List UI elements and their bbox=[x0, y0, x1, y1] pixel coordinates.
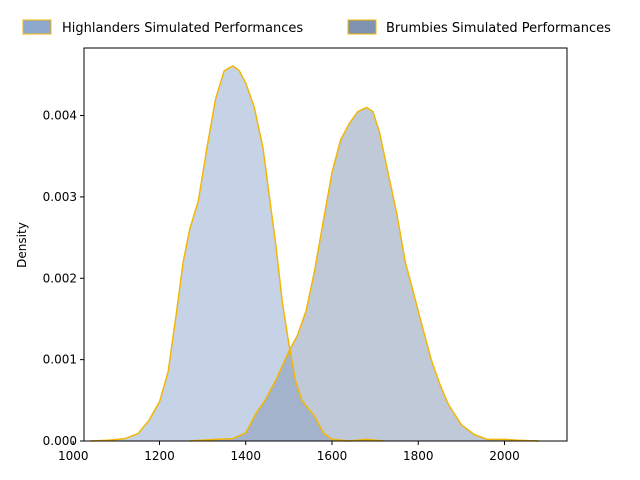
x-tick-label: 2000 bbox=[489, 449, 520, 463]
y-axis: 0.000 0.001 0.002 0.003 0.004 bbox=[43, 109, 84, 448]
y-tick-label: 0.002 bbox=[43, 271, 77, 285]
y-tick-label: 0.001 bbox=[43, 353, 77, 367]
x-axis: 1000 1200 1400 1600 1800 2000 bbox=[58, 441, 520, 463]
axes-frame bbox=[83, 47, 568, 442]
x-tick-label: 1000 bbox=[58, 449, 89, 463]
y-axis-label: Density bbox=[15, 222, 29, 268]
legend-label-highlanders: Highlanders Simulated Performances bbox=[62, 21, 303, 36]
density-curve-0 bbox=[90, 65, 384, 442]
y-tick-label: 0.000 bbox=[43, 434, 77, 448]
legend-label-brumbies: Brumbies Simulated Performances bbox=[386, 21, 611, 36]
density-area-1 bbox=[189, 107, 539, 442]
x-tick-label: 1400 bbox=[230, 449, 261, 463]
x-tick-label: 1200 bbox=[144, 449, 175, 463]
y-tick-label: 0.004 bbox=[43, 109, 77, 123]
plot-area bbox=[90, 65, 540, 442]
legend: Highlanders Simulated Performances Brumb… bbox=[22, 19, 611, 36]
y-tick-label: 0.003 bbox=[43, 190, 77, 204]
density-curve-1 bbox=[189, 106, 540, 442]
density-area-0 bbox=[90, 65, 384, 442]
x-tick-label: 1600 bbox=[317, 449, 348, 463]
legend-swatch-brumbies bbox=[347, 19, 377, 35]
legend-swatch-highlanders bbox=[22, 19, 52, 35]
x-tick-label: 1800 bbox=[403, 449, 434, 463]
